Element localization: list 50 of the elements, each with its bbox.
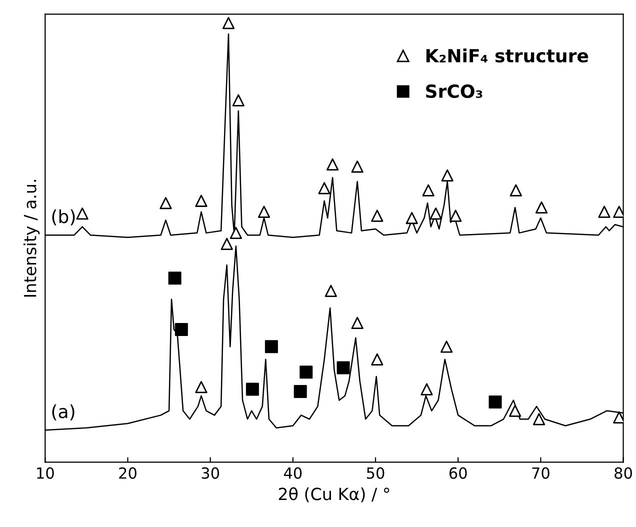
y-axis-title: Intensity / a.u.	[23, 180, 40, 297]
point	[422, 184, 434, 196]
x-tick-label: 70	[532, 467, 550, 479]
point	[168, 272, 182, 285]
x-tick-label: 50	[366, 467, 384, 479]
point	[598, 206, 610, 218]
point	[509, 404, 522, 417]
x-tick-label: 60	[449, 467, 467, 479]
point	[174, 323, 188, 336]
point	[441, 169, 454, 182]
point	[351, 160, 364, 173]
point	[264, 340, 278, 354]
x-tick-label: 80	[614, 467, 632, 479]
point	[232, 94, 244, 106]
point	[440, 340, 453, 353]
point	[220, 238, 233, 250]
point	[535, 201, 548, 214]
series-label: (a)	[52, 404, 74, 420]
point	[300, 366, 313, 379]
point	[510, 184, 522, 196]
point	[76, 208, 88, 220]
x-tick-label: 30	[202, 467, 220, 479]
point	[406, 212, 418, 224]
point	[336, 361, 350, 374]
point	[195, 194, 208, 207]
point	[430, 208, 442, 220]
point	[532, 413, 546, 426]
x-axis-title: 2θ (Cu Kα) / °	[278, 487, 390, 502]
point	[371, 210, 384, 222]
point	[324, 284, 337, 297]
legend-label: K₂NiF₄ structure	[426, 48, 588, 63]
point	[326, 158, 339, 170]
x-tick-label: 20	[119, 467, 136, 479]
x-tick-label: 40	[284, 467, 302, 479]
point	[294, 384, 307, 398]
point	[222, 16, 235, 30]
point	[160, 196, 172, 210]
x-tick-label: 10	[37, 467, 54, 479]
point	[318, 182, 330, 194]
point	[230, 226, 242, 240]
point	[450, 210, 462, 222]
point	[258, 206, 270, 218]
point	[420, 383, 433, 396]
point	[371, 353, 384, 366]
legend-label: SrCO₃	[426, 84, 482, 98]
point	[246, 382, 259, 396]
point	[488, 396, 502, 409]
series-label: (b)	[52, 209, 75, 226]
point	[195, 381, 208, 394]
point	[351, 316, 364, 330]
